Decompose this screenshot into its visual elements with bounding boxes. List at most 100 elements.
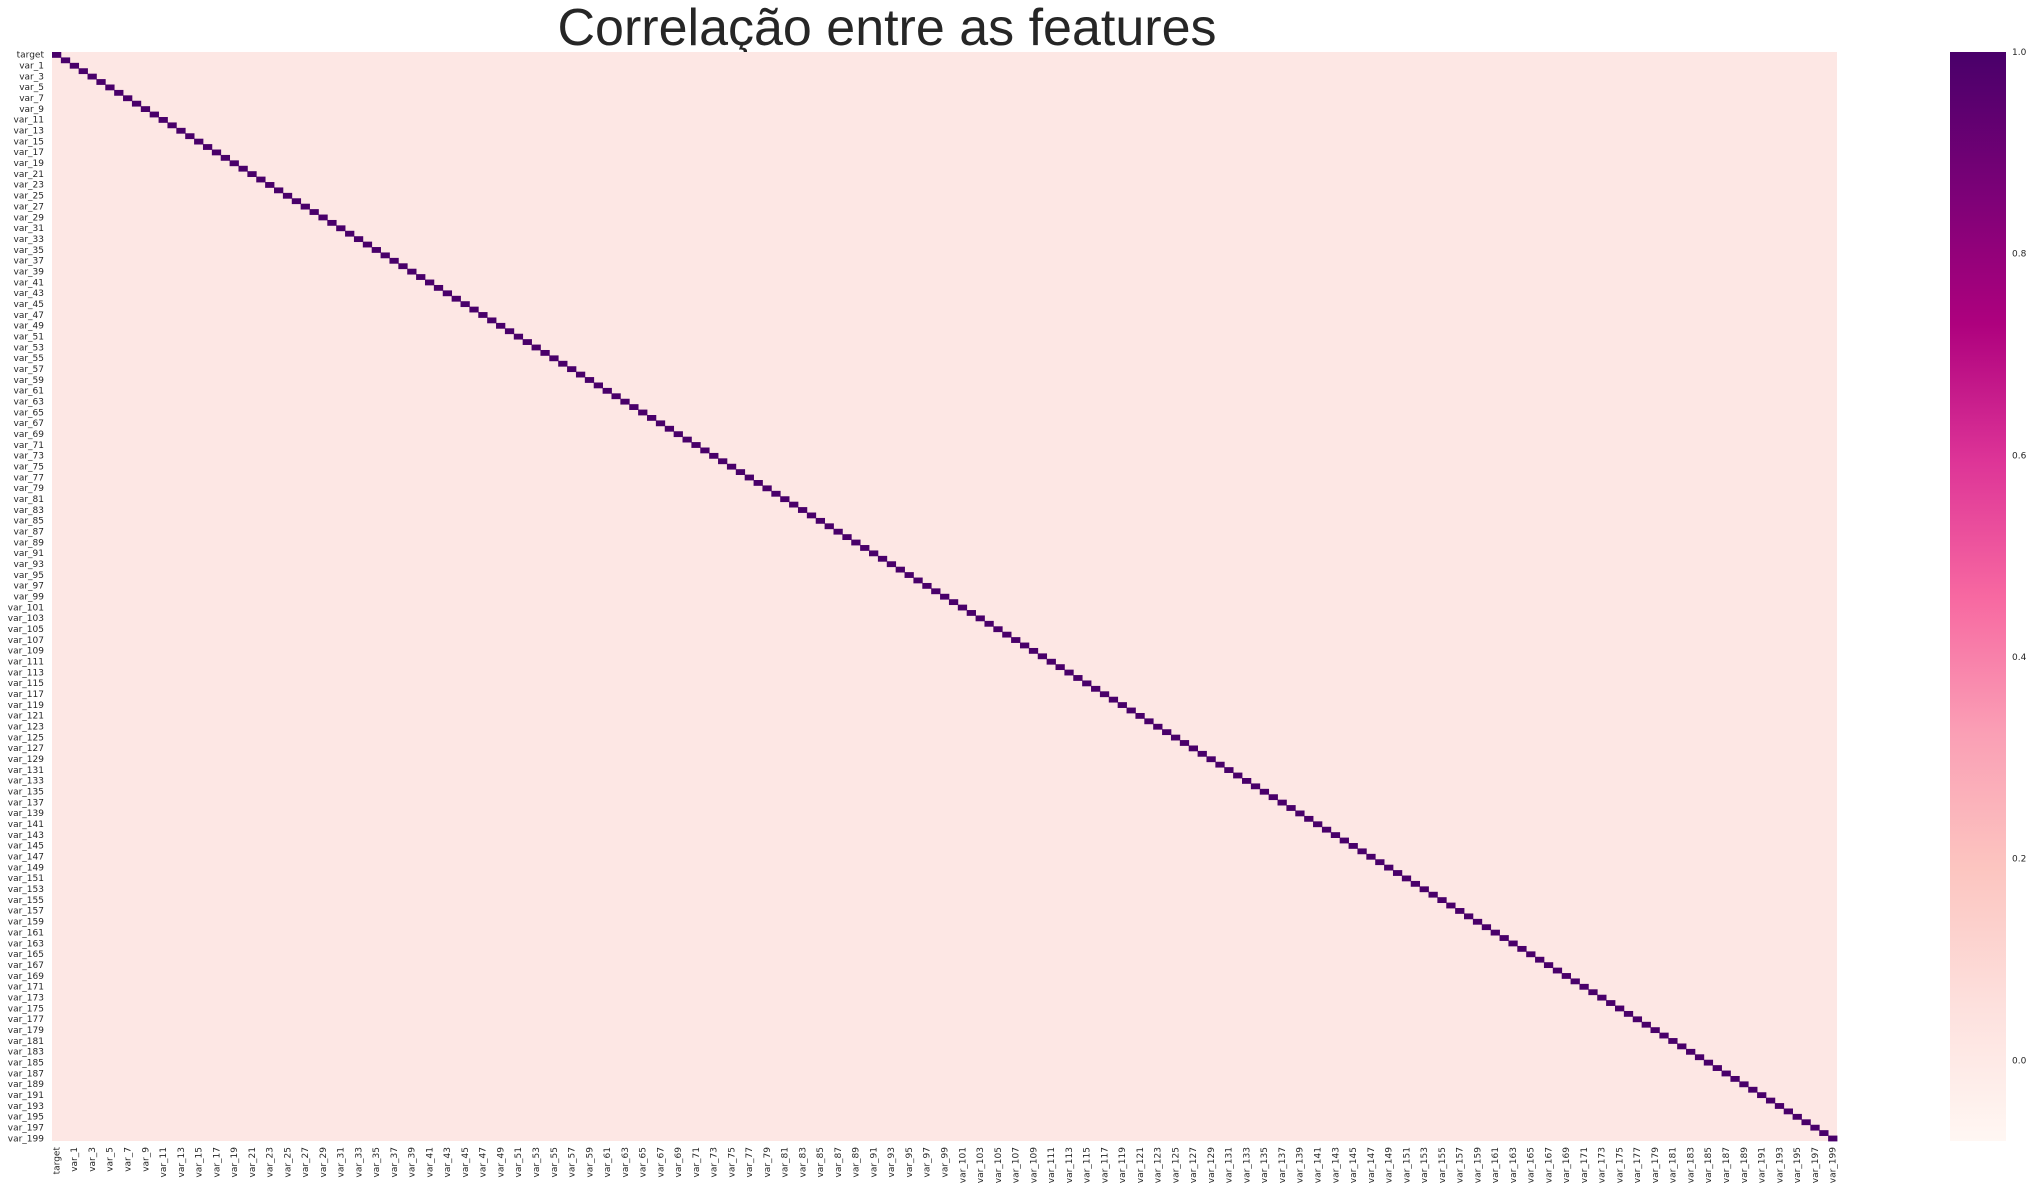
row-tick-label: var_195 <box>8 1113 44 1123</box>
row-tick-label: var_15 <box>14 137 45 147</box>
diagonal-cell <box>1019 642 1030 649</box>
column-tick-label: var_3 <box>88 1147 98 1172</box>
diagonal-cell <box>806 512 817 519</box>
diagonal-cell <box>167 122 177 129</box>
row-tick-label: var_175 <box>8 1004 44 1014</box>
diagonal-cell <box>1224 767 1234 773</box>
row-tick-label: var_31 <box>14 224 45 234</box>
column-tick-label: var_95 <box>905 1147 915 1178</box>
column-tick-label: var_7 <box>123 1147 133 1172</box>
column-tick-label: var_97 <box>923 1147 933 1178</box>
diagonal-cell <box>522 339 532 345</box>
diagonal-cell <box>1703 1059 1714 1066</box>
row-tick-label: var_185 <box>8 1058 44 1068</box>
diagonal-cell <box>1419 886 1429 893</box>
row-tick-label: var_145 <box>8 842 44 852</box>
row-tick-label: var_73 <box>14 452 45 462</box>
diagonal-cell <box>176 127 186 134</box>
diagonal-cell <box>700 447 710 454</box>
row-tick-label: var_141 <box>8 820 44 830</box>
column-tick-label: var_135 <box>1260 1147 1270 1183</box>
column-tick-label: var_93 <box>887 1147 897 1178</box>
row-tick-label: var_49 <box>14 322 45 332</box>
column-tick-label: var_59 <box>585 1147 595 1178</box>
diagonal-cell <box>1099 691 1110 698</box>
column-tick-label: var_45 <box>461 1147 471 1178</box>
column-tick-label: var_163 <box>1509 1147 1519 1183</box>
column-tick-label: var_157 <box>1456 1147 1466 1183</box>
column-tick-label: var_81 <box>781 1147 791 1178</box>
diagonal-cell <box>1250 783 1261 790</box>
diagonal-cell <box>1339 837 1349 844</box>
column-tick-label: var_145 <box>1349 1147 1359 1183</box>
diagonal-cell <box>1490 929 1500 936</box>
diagonal-cell <box>353 236 364 243</box>
diagonal-cell <box>1535 956 1545 963</box>
colorbar-tick-label: 0.8 <box>2012 250 2027 260</box>
diagonal-cell <box>380 252 390 259</box>
row-tick-label: var_43 <box>14 289 45 299</box>
column-tick-label: var_137 <box>1278 1147 1288 1183</box>
diagonal-cell <box>1730 1075 1740 1082</box>
diagonal-cell <box>753 480 763 486</box>
row-tick-label: var_19 <box>14 159 45 169</box>
diagonal-cell <box>256 176 266 183</box>
row-tick-label: var_41 <box>14 278 45 288</box>
diagonal-cell <box>913 577 923 584</box>
column-tick-label: var_113 <box>1065 1147 1075 1183</box>
diagonal-cell <box>966 610 976 616</box>
diagonal-cell <box>202 144 213 150</box>
colorbar-tick-label: 0.2 <box>2012 855 2026 865</box>
diagonal-cell <box>575 371 586 378</box>
diagonal-cell <box>593 382 603 389</box>
diagonal-cell <box>1588 989 1598 996</box>
row-tick-label: var_157 <box>8 907 44 917</box>
row-tick-label: target <box>17 51 45 61</box>
row-tick-label: var_33 <box>14 235 45 245</box>
diagonal-cell <box>442 290 453 297</box>
colorbar-tick-label: 0.6 <box>2012 451 2027 461</box>
row-tick-label: var_153 <box>8 885 44 895</box>
row-tick-label: var_17 <box>14 148 45 158</box>
diagonal-cell <box>1437 897 1447 904</box>
diagonal-cell <box>52 52 62 58</box>
diagonal-cell <box>1064 669 1074 676</box>
diagonal-cell <box>984 620 994 627</box>
column-tick-label: var_191 <box>1758 1147 1768 1183</box>
diagonal-cell <box>1739 1081 1749 1088</box>
row-tick-label: var_179 <box>8 1026 44 1036</box>
diagonal-cell <box>1028 647 1039 654</box>
column-tick-label: var_141 <box>1313 1147 1323 1183</box>
diagonal-cell <box>1313 821 1323 828</box>
column-tick-label: var_117 <box>1100 1147 1110 1183</box>
diagonal-cell <box>1623 1010 1634 1017</box>
row-tick-label: var_181 <box>8 1037 44 1047</box>
diagonal-cell <box>1757 1092 1767 1099</box>
row-tick-label: var_69 <box>14 430 45 440</box>
column-tick-label: var_71 <box>692 1147 702 1178</box>
diagonal-cell <box>886 561 897 568</box>
diagonal-cell <box>87 73 97 80</box>
row-tick-label: var_11 <box>14 116 45 126</box>
row-tick-label: var_91 <box>14 549 45 559</box>
diagonal-cell <box>318 214 328 221</box>
diagonal-cell <box>620 398 630 405</box>
diagonal-cell <box>478 312 488 318</box>
row-tick-label: var_167 <box>8 961 44 971</box>
row-tick-label: var_21 <box>14 170 45 180</box>
diagonal-cell <box>1170 734 1181 741</box>
diagonal-cell <box>362 241 373 248</box>
heatmap-grid <box>52 52 1838 1142</box>
row-tick-label: var_13 <box>14 127 45 137</box>
diagonal-cell <box>131 100 142 107</box>
diagonal-cell <box>1375 859 1385 866</box>
column-tick-label: var_39 <box>408 1147 418 1178</box>
column-tick-label: var_17 <box>212 1147 222 1178</box>
diagonal-cell <box>309 209 319 215</box>
column-tick-label: var_195 <box>1793 1147 1803 1183</box>
diagonal-cell <box>1765 1097 1776 1104</box>
row-tick-label: var_169 <box>8 972 44 982</box>
column-tick-label: var_33 <box>354 1147 364 1178</box>
diagonal-cell <box>460 301 470 308</box>
diagonal-cell <box>1650 1027 1660 1034</box>
